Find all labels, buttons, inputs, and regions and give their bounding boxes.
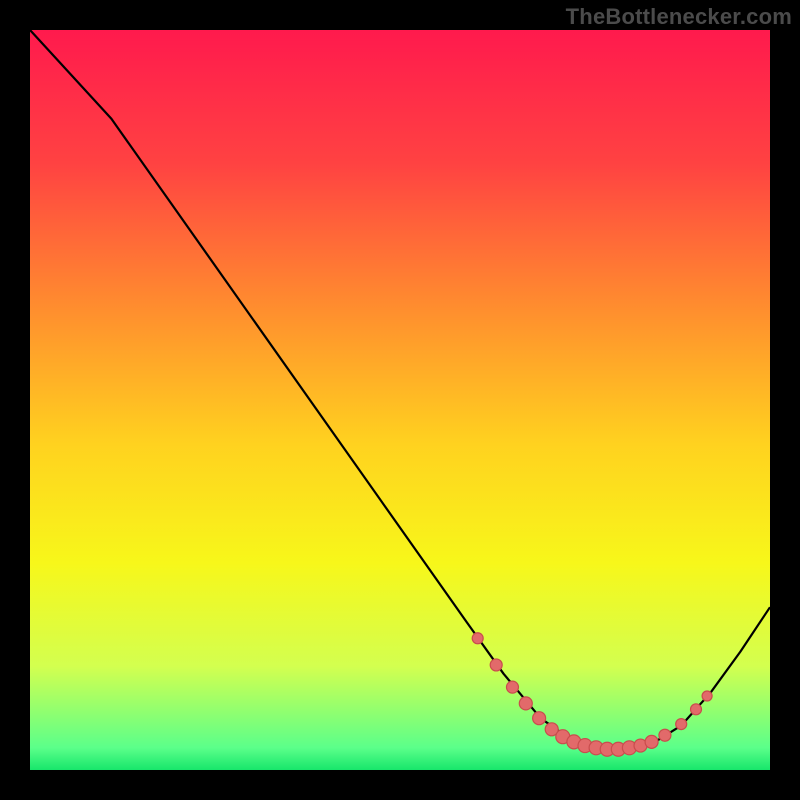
bottleneck-chart bbox=[0, 0, 800, 800]
chart-stage: TheBottlenecker.com bbox=[0, 0, 800, 800]
curve-marker bbox=[676, 719, 687, 730]
curve-marker bbox=[691, 704, 702, 715]
watermark-text: TheBottlenecker.com bbox=[566, 4, 792, 30]
curve-marker bbox=[472, 633, 483, 644]
curve-marker bbox=[519, 697, 532, 710]
curve-marker bbox=[506, 681, 518, 693]
curve-marker bbox=[702, 691, 712, 701]
curve-marker bbox=[533, 712, 546, 725]
curve-marker bbox=[490, 659, 502, 671]
curve-marker bbox=[659, 729, 671, 741]
curve-marker bbox=[645, 735, 658, 748]
plot-area bbox=[30, 30, 770, 770]
